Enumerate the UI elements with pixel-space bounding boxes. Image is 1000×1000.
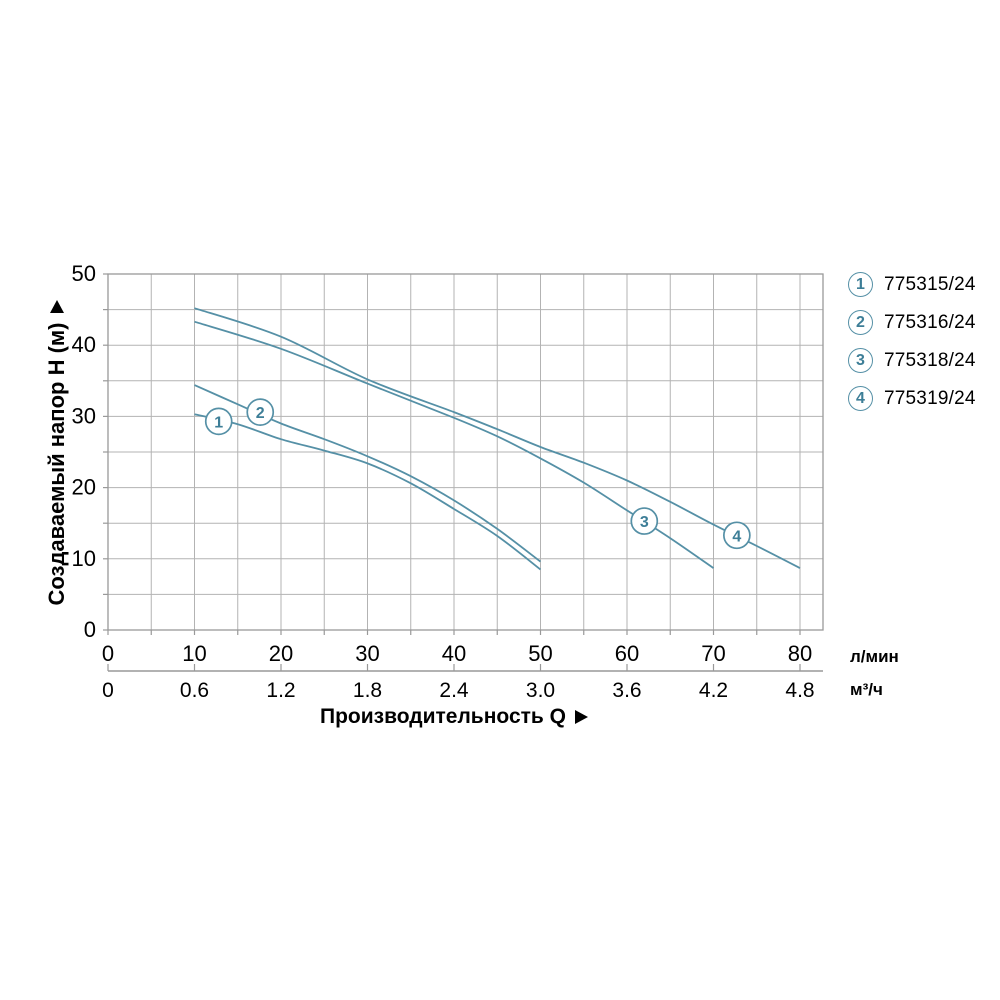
y-axis-tick-labels: 0 10 20 30 40 50 [72, 261, 96, 642]
x-tick-label-secondary: 1.8 [353, 679, 382, 702]
x-tick-label-secondary: 0.6 [180, 679, 209, 702]
curve-marker-2: 2 [246, 398, 275, 426]
x-tick-label-primary: 60 [615, 641, 639, 666]
y-tick-label: 10 [72, 546, 96, 571]
x-tick-label-secondary: 1.2 [266, 679, 295, 702]
x-axis-secondary: 0 0.6 1.2 1.8 2.4 3.0 3.6 4.2 4.8 [102, 664, 823, 702]
x-tick-label-primary: 20 [269, 641, 293, 666]
curve-marker-1: 1 [204, 407, 233, 436]
curve-marker-number: 3 [640, 514, 649, 531]
y-tick-label: 30 [72, 403, 96, 428]
y-tick-label: 40 [72, 332, 96, 357]
legend-marker-2: 2 [848, 310, 873, 335]
x-tick-label-primary: 70 [701, 641, 725, 666]
y-axis-title-text: Создаваемый напор H (м) [44, 322, 69, 606]
x-axis-title: Производительность Q [108, 703, 800, 731]
y-axis-up-arrow-icon [50, 300, 64, 314]
legend-label: 775319/24 [884, 387, 976, 409]
y-tick-label: 20 [72, 475, 96, 500]
curve-marker-number: 1 [214, 414, 223, 431]
x-tick-label-secondary: 4.8 [785, 679, 814, 702]
curve-4 [194, 307, 801, 569]
axis-ticks [103, 273, 801, 635]
x-tick-label-primary: 30 [355, 641, 379, 666]
legend-label: 775316/24 [884, 311, 976, 333]
x-tick-label-secondary: 3.0 [526, 679, 555, 702]
x-axis-unit-secondary: м³/ч [850, 680, 883, 699]
legend-marker-4: 4 [848, 386, 873, 411]
x-axis-right-arrow-icon [575, 710, 588, 724]
curve-marker-number: 2 [256, 405, 265, 422]
x-tick-label-secondary: 4.2 [699, 679, 728, 702]
x-tick-label-primary: 80 [788, 641, 812, 666]
x-tick-label-primary: 40 [442, 641, 466, 666]
x-tick-label-secondary: 2.4 [439, 679, 469, 702]
curve-1 [194, 413, 542, 571]
curve-marker-number: 4 [732, 528, 741, 545]
x-tick-label-secondary: 0 [102, 679, 114, 702]
legend-item: 3 775318/24 [848, 348, 976, 373]
y-tick-label: 0 [84, 617, 96, 642]
x-tick-label-primary: 50 [528, 641, 552, 666]
legend-marker-3: 3 [848, 348, 873, 373]
legend-item: 1 775315/24 [848, 272, 976, 297]
legend-item: 2 775316/24 [848, 310, 976, 335]
curve-marker-3: 3 [630, 507, 659, 535]
legend-item: 4 775319/24 [848, 386, 976, 411]
y-axis-title: Создаваемый напор H (м) [43, 243, 71, 663]
x-tick-label-primary: 0 [102, 641, 114, 666]
x-tick-label-secondary: 3.6 [612, 679, 641, 702]
legend-label: 775318/24 [884, 349, 976, 371]
y-tick-label: 50 [72, 261, 96, 286]
x-axis-unit-primary: л/мин [850, 647, 899, 666]
x-tick-label-primary: 10 [182, 641, 206, 666]
legend-marker-1: 1 [848, 272, 873, 297]
x-axis-primary-tick-labels: 0 10 20 30 40 50 60 70 80 [102, 641, 812, 666]
legend: 1 775315/24 2 775316/24 3 775318/24 4 77… [848, 272, 976, 411]
legend-label: 775315/24 [884, 273, 976, 295]
x-axis-title-text: Производительность Q [319, 705, 566, 728]
curve-marker-4: 4 [723, 521, 751, 550]
